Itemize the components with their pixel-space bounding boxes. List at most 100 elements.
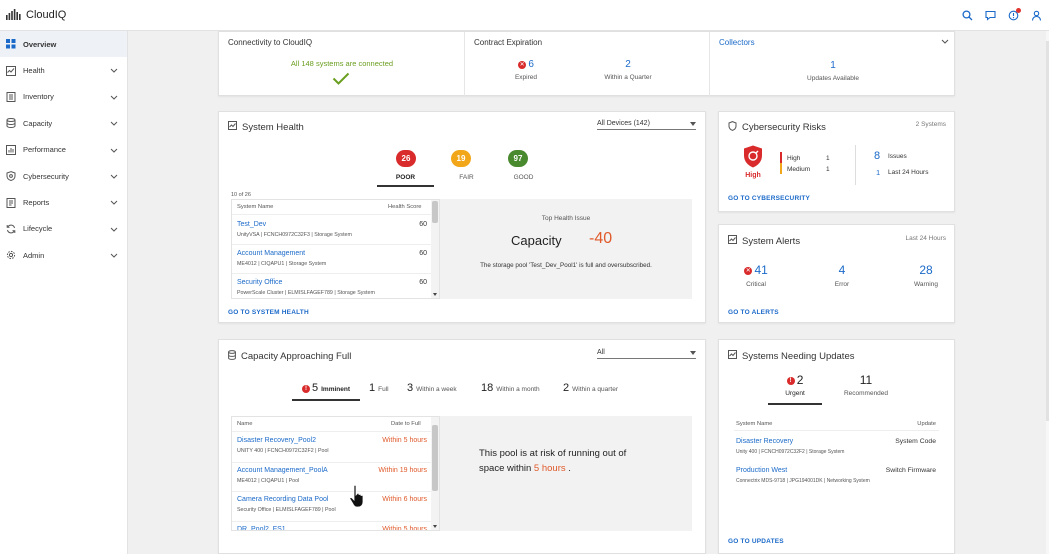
device-filter-select[interactable]: All Devices (142) (597, 120, 696, 130)
chevron-down-icon[interactable] (110, 251, 118, 260)
chevron-down-icon[interactable] (110, 198, 118, 207)
pool-name-link[interactable]: DR_Pool2_FS1 (237, 525, 286, 531)
pool-name-link[interactable]: Account Management_PoolA (237, 466, 328, 474)
capacity-tab-full[interactable]: 1 Full (369, 382, 389, 394)
issues-label: Issues (888, 153, 907, 160)
health-tab-good[interactable]: 97 GOOD (495, 150, 552, 183)
pool-name-link[interactable]: Disaster Recovery_Pool2 (237, 437, 316, 444)
updates-card-icon (728, 350, 737, 362)
alerts-card-icon (728, 235, 737, 247)
critical-alerts[interactable]: ✕ 41 Critical (734, 263, 778, 288)
chevron-down-icon[interactable] (110, 172, 118, 181)
sidebar-item-reports[interactable]: Reports (0, 189, 127, 215)
alerts-header: System Alerts (728, 235, 800, 247)
collectors-title[interactable]: Collectors (719, 38, 755, 47)
sidebar-item-cybersecurity[interactable]: Cybersecurity (0, 163, 127, 189)
sidebar-item-admin[interactable]: Admin (0, 242, 127, 268)
contract-quarter[interactable]: 2 Within a Quarter (598, 59, 658, 81)
system-name-link[interactable]: Account Management (237, 250, 306, 257)
sidebar-item-label: Reports (23, 198, 50, 208)
chevron-down-icon[interactable] (110, 225, 118, 234)
go-to-system-health-link[interactable]: GO TO SYSTEM HEALTH (228, 309, 309, 316)
capacity-row[interactable]: Account Management_PoolA ME4012 | CIQAPU1… (232, 463, 431, 492)
health-count-badge: 26 (396, 150, 416, 167)
capacity-tab-within-a-month[interactable]: 18 Within a month (481, 382, 540, 394)
sidebar-item-overview[interactable]: Overview (0, 31, 127, 58)
health-tab-fair[interactable]: 19 FAIR (438, 150, 495, 183)
scroll-thumb[interactable] (432, 201, 438, 223)
sidebar-item-lifecycle[interactable]: Lifecycle (0, 216, 127, 242)
capacity-row[interactable]: DR_Pool2_FS1 Within 5 hours (232, 522, 431, 531)
scroll-down-icon[interactable] (433, 293, 437, 296)
error-label: Error (834, 281, 850, 288)
go-to-updates-link[interactable]: GO TO UPDATES (728, 538, 784, 545)
sidebar-item-inventory[interactable]: Inventory (0, 84, 127, 110)
main-content: Connectivity to CloudIQ All 148 systems … (128, 31, 1049, 554)
chevron-down-icon[interactable] (110, 93, 118, 102)
health-row[interactable]: Test_Dev UnityVSA | FCNCH0972C32F3 | Stor… (232, 216, 431, 245)
alerts-title: System Alerts (742, 235, 801, 247)
scroll-thumb[interactable] (432, 425, 438, 491)
capacity-filter-value: All (597, 349, 605, 356)
page-scroll-thumb[interactable] (1046, 41, 1049, 421)
system-health-title: System Health (242, 121, 304, 133)
scroll-down-icon[interactable] (433, 525, 437, 528)
capacity-tab-within-a-quarter[interactable]: 2 Within a quarter (563, 382, 618, 394)
recommended-tab[interactable]: 11 Recommended (836, 373, 896, 397)
page-scrollbar[interactable] (1046, 31, 1049, 554)
health-row[interactable]: Account Management ME4012 | CIQAPU1 | Sto… (232, 245, 431, 274)
health-row[interactable]: Security Office PowerScale Cluster | ELMI… (232, 274, 431, 298)
go-to-cybersecurity-link[interactable]: GO TO CYBERSECURITY (728, 195, 811, 202)
capacity-filter-select[interactable]: All (597, 349, 696, 359)
col-system-name: System Name (237, 204, 274, 210)
system-name-link[interactable]: Security Office (237, 279, 283, 286)
time-to-full: Within 19 hours (378, 466, 427, 474)
device-filter-value: All Devices (142) (597, 120, 650, 127)
health-tab-poor[interactable]: 26 POOR (377, 150, 434, 183)
chevron-down-icon[interactable] (941, 38, 949, 47)
capacity-list-scrollbar[interactable] (431, 417, 439, 530)
pool-name-link[interactable]: Camera Recording Data Pool (237, 496, 329, 503)
quarter-label: Within a Quarter (604, 74, 652, 81)
capacity-header: Capacity Approaching Full (228, 350, 351, 363)
update-row[interactable]: Disaster Recovery Unity 400 | FCNCH0972C3… (734, 437, 939, 466)
gear-icon (6, 250, 16, 260)
capacity-tab-within-a-week[interactable]: 3 Within a week (407, 382, 457, 394)
contract-expired[interactable]: ✕ 6 Expired (500, 59, 552, 81)
risk-time: 5 hours (533, 463, 566, 474)
user-icon[interactable] (1030, 9, 1043, 22)
search-icon[interactable] (961, 9, 974, 22)
risk-bar-medium (780, 163, 782, 174)
error-alerts[interactable]: 4 Error (822, 263, 862, 288)
chevron-down-icon[interactable] (110, 146, 118, 155)
risk-suffix: . (565, 463, 571, 474)
capacity-row[interactable]: Camera Recording Data Pool Security Offic… (232, 492, 431, 522)
recent-count[interactable]: 1 (876, 168, 881, 177)
capacity-row[interactable]: Disaster Recovery_Pool2 UNITY 400 | FCNCH… (232, 433, 431, 463)
health-list-scrollbar[interactable] (431, 200, 439, 298)
system-name-link[interactable]: Production West (736, 467, 788, 474)
notification-icon[interactable] (1007, 8, 1021, 22)
brand[interactable]: CloudIQ (6, 8, 66, 22)
cyber-title: Cybersecurity Risks (742, 122, 826, 133)
go-to-alerts-link[interactable]: GO TO ALERTS (728, 309, 779, 316)
sidebar-item-capacity[interactable]: Capacity (0, 110, 127, 136)
col-health-score: Health Score (388, 204, 422, 210)
system-name-link[interactable]: Test_Dev (237, 221, 267, 228)
warning-alerts[interactable]: 28 Warning (902, 263, 950, 288)
update-row[interactable]: Production West Connectrix MDS-9718 | JPG… (734, 466, 939, 495)
chat-icon[interactable] (984, 9, 997, 22)
sidebar-item-performance[interactable]: Performance (0, 137, 127, 163)
urgent-tab[interactable]: ! 2 Urgent (770, 373, 820, 397)
sidebar-item-label: Health (23, 66, 45, 76)
chevron-down-icon[interactable] (110, 119, 118, 128)
issues-count[interactable]: 8 (874, 150, 881, 162)
capacity-tab-count: 5 (312, 382, 319, 394)
header-actions (961, 8, 1043, 22)
capacity-tab-imminent[interactable]: ! 5 Imminent (302, 382, 350, 394)
sidebar-item-health[interactable]: Health (0, 57, 127, 83)
collectors-count[interactable]: 1 (830, 60, 836, 71)
pool-details: UNITY 400 | FCNCH0972C32F2 | Pool (237, 448, 329, 454)
system-name-link[interactable]: Disaster Recovery (736, 438, 794, 445)
chevron-down-icon[interactable] (110, 66, 118, 75)
